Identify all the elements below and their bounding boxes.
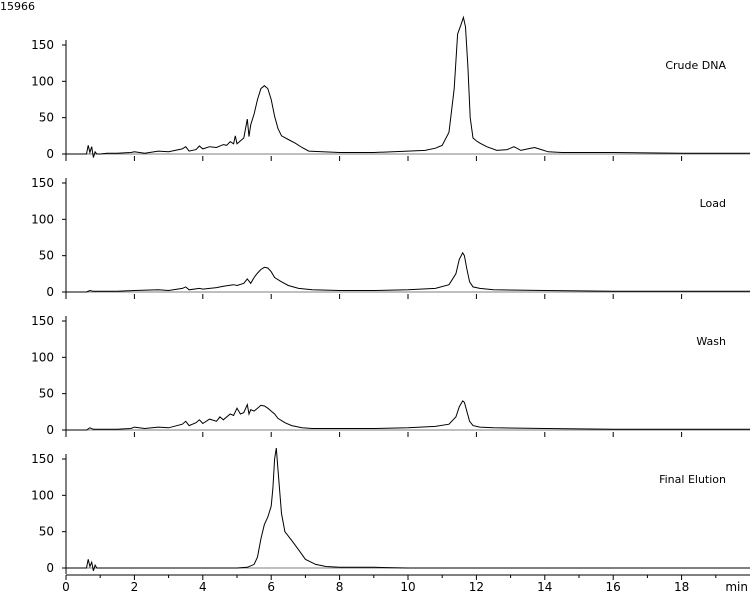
y-tick-label: 100 xyxy=(31,488,54,502)
y-tick-label: 0 xyxy=(46,423,54,437)
x-tick-label: 2 xyxy=(131,580,139,594)
series-line-final-elution xyxy=(66,448,750,572)
y-tick-label: 50 xyxy=(39,525,54,539)
panel-2: 0 50 100 150 Load xyxy=(31,176,750,299)
x-tick-label: 14 xyxy=(537,580,552,594)
series-line-wash xyxy=(66,400,750,431)
series-label: Wash xyxy=(696,335,726,348)
y-tick-label: 0 xyxy=(46,285,54,299)
y-tick-label: 0 xyxy=(46,561,54,575)
y-tick-label: 0 xyxy=(46,147,54,161)
series-label: Final Elution xyxy=(659,473,726,486)
x-tick-label: 6 xyxy=(267,580,275,594)
x-unit-label: min xyxy=(725,580,748,594)
panels-layer: 0 50 100 150 Crude DNA 0 50 100 150 Load 0 50 100 150… xyxy=(31,15,750,575)
y-tick-label: 50 xyxy=(39,387,54,401)
x-tick-label: 4 xyxy=(199,580,207,594)
y-tick-label: 50 xyxy=(39,249,54,263)
x-tick-label: 8 xyxy=(336,580,344,594)
x-tick-label: 12 xyxy=(469,580,484,594)
x-axis: 0 2 4 6 8 10 12 14 16 18 min xyxy=(62,574,750,594)
y-tick-label: 150 xyxy=(31,38,54,52)
x-tick-label: 18 xyxy=(674,580,689,594)
y-tick-label: 150 xyxy=(31,314,54,328)
panel-4: 0 50 100 150 Final Elution xyxy=(31,448,750,575)
panel-3: 0 50 100 150 Wash xyxy=(31,314,750,437)
chart-id-label: 15966 xyxy=(0,0,35,13)
series-line-crude-dna xyxy=(66,15,750,158)
x-tick-label: 10 xyxy=(400,580,415,594)
y-tick-label: 150 xyxy=(31,452,54,466)
y-tick-label: 100 xyxy=(31,350,54,364)
y-tick-label: 100 xyxy=(31,212,54,226)
panel-1: 0 50 100 150 Crude DNA xyxy=(31,15,750,161)
series-line-load xyxy=(66,251,750,293)
x-tick-label: 16 xyxy=(606,580,621,594)
y-tick-label: 100 xyxy=(31,74,54,88)
y-tick-label: 150 xyxy=(31,176,54,190)
series-label: Load xyxy=(700,197,726,210)
x-tick-label: 0 xyxy=(62,580,70,594)
y-tick-label: 50 xyxy=(39,111,54,125)
series-label: Crude DNA xyxy=(665,59,726,72)
